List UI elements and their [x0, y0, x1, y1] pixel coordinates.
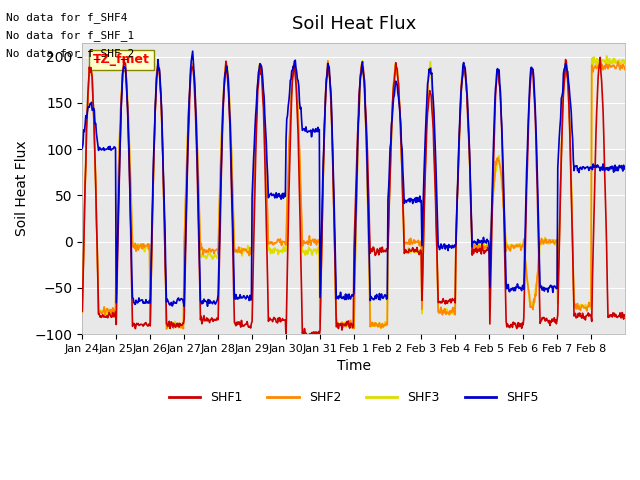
Text: TZ_fmet: TZ_fmet — [93, 53, 150, 66]
Title: Soil Heat Flux: Soil Heat Flux — [291, 15, 416, 33]
Text: No data for f_SHF_1: No data for f_SHF_1 — [6, 30, 134, 41]
Legend: SHF1, SHF2, SHF3, SHF5: SHF1, SHF2, SHF3, SHF5 — [164, 386, 543, 409]
Y-axis label: Soil Heat Flux: Soil Heat Flux — [15, 141, 29, 236]
Text: No data for f_SHF4: No data for f_SHF4 — [6, 12, 128, 23]
Text: No data for f_SHF_2: No data for f_SHF_2 — [6, 48, 134, 60]
X-axis label: Time: Time — [337, 360, 371, 373]
